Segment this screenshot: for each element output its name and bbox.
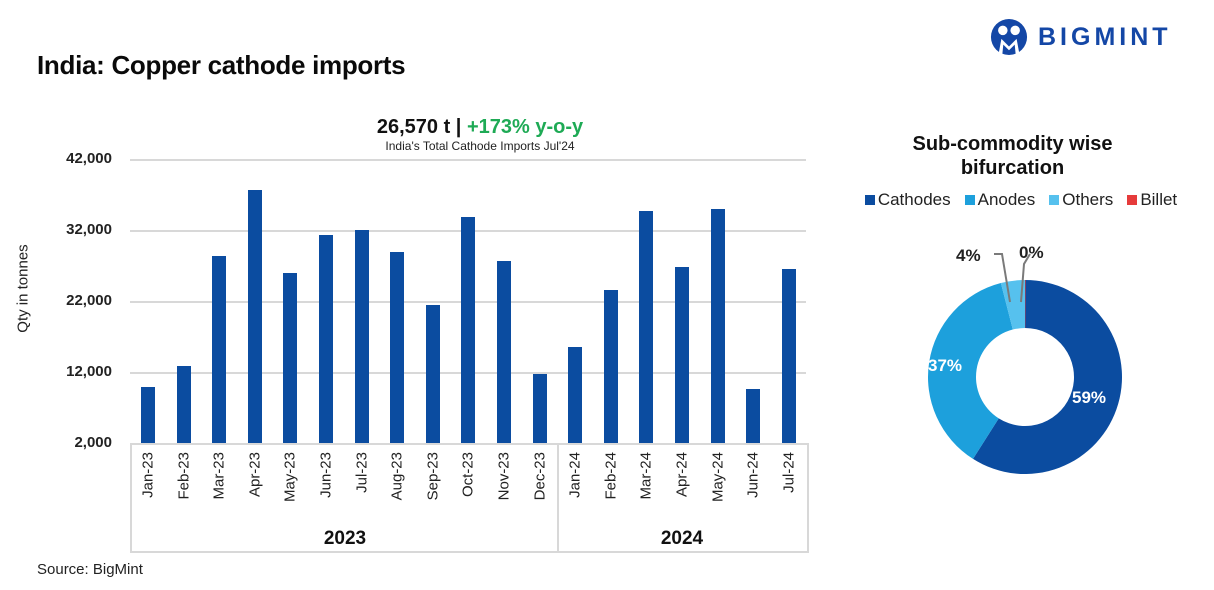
legend-label: Anodes <box>977 190 1036 209</box>
y-tick: 22,000 <box>66 292 112 309</box>
bar-oct-23 <box>461 217 476 443</box>
bar-jan-23 <box>141 386 155 443</box>
bar-mar-23 <box>212 256 227 443</box>
gridline <box>130 159 806 161</box>
x-tick-label: Jul-24 <box>780 452 798 493</box>
x-tick-label: Mar-23 <box>210 452 228 500</box>
bar-jun-23 <box>319 234 333 443</box>
x-tick-label: May-24 <box>709 452 727 503</box>
slice-billet <box>1025 280 1026 329</box>
legend-swatch <box>964 195 975 205</box>
bar-sep-23 <box>425 305 440 443</box>
leader-lines <box>994 253 1031 303</box>
bar-apr-24 <box>675 266 689 443</box>
bar-apr-23 <box>247 190 262 443</box>
x-tick-label: Jul-23 <box>353 452 371 493</box>
bar-feb-24 <box>603 290 618 443</box>
legend-item-cathodes: Cathodes <box>864 190 951 210</box>
x-tick-label: Apr-24 <box>673 452 691 498</box>
bigmint-logo: BIGMINT <box>990 17 1172 57</box>
label-others-pct: 4% <box>956 246 981 265</box>
headline-stat: 26,570 t | +173% y-o-y India's Total Cat… <box>300 116 660 153</box>
bar-may-24 <box>710 208 725 443</box>
x-tick-label: Jan-23 <box>139 452 157 498</box>
x-tick-label: May-23 <box>281 452 299 503</box>
legend-label: Billet <box>1140 190 1178 209</box>
page-title: India: Copper cathode imports <box>37 50 406 80</box>
logo-wordmark: BIGMINT <box>1038 22 1172 51</box>
legend-item-others: Others <box>1049 190 1113 210</box>
donut-legend: Cathodes Anodes Others Billet <box>836 190 1206 210</box>
year-label-2024: 2024 <box>660 528 704 549</box>
label-billet-pct: 0% <box>1019 243 1044 262</box>
bar-jun-24 <box>746 389 761 443</box>
x-tick-label: Jan-24 <box>566 452 584 498</box>
year-label-2023: 2023 <box>323 528 367 549</box>
x-tick-label: Nov-23 <box>495 452 513 501</box>
total-imports-value: 26,570 t <box>376 116 451 138</box>
x-tick-label: Mar-24 <box>637 452 655 500</box>
bar-nov-23 <box>497 261 511 443</box>
legend-item-anodes: Anodes <box>964 190 1036 210</box>
year-divider <box>557 445 559 551</box>
label-anodes-pct: 37% <box>928 356 963 375</box>
bar-aug-23 <box>390 252 405 443</box>
legend-label: Cathodes <box>877 190 951 209</box>
bar-jul-23 <box>354 230 369 443</box>
x-tick-label: Oct-23 <box>459 452 477 498</box>
donut-chart <box>928 280 1122 474</box>
x-axis-frame <box>130 443 809 553</box>
slice-cathodes <box>973 280 1122 474</box>
bar-may-23 <box>283 273 298 443</box>
x-tick-label: Dec-23 <box>531 452 549 501</box>
label-cathodes-pct: 59% <box>1072 388 1107 407</box>
legend-swatch <box>1049 195 1060 205</box>
x-tick-label: Feb-24 <box>602 452 620 500</box>
y-tick: 12,000 <box>66 363 112 380</box>
slice-others <box>1000 280 1025 330</box>
legend-item-billet: Billet <box>1127 190 1177 210</box>
bar-mar-24 <box>639 210 654 443</box>
source-note: Source: BigMint <box>37 561 143 578</box>
slice-anodes <box>928 283 1013 459</box>
bar-feb-23 <box>176 365 191 443</box>
y-tick: 42,000 <box>66 150 112 167</box>
bar-dec-23 <box>532 374 547 443</box>
bar-jul-24 <box>781 268 796 443</box>
bigmint-logo-icon <box>990 18 1028 56</box>
x-tick-label: Apr-23 <box>246 452 264 498</box>
bar-jan-24 <box>568 347 583 443</box>
legend-swatch <box>864 195 875 205</box>
legend-label: Others <box>1062 190 1114 209</box>
x-tick-label: Jun-24 <box>744 452 762 498</box>
x-tick-label: Feb-23 <box>175 452 193 500</box>
x-tick-label: Sep-23 <box>424 452 442 501</box>
y-axis-ticks: 42,000 32,000 22,000 12,000 2,000 <box>32 0 112 590</box>
yoy-change: +173% y-o-y <box>466 116 584 138</box>
y-tick: 2,000 <box>74 434 112 451</box>
separator: | <box>455 116 462 138</box>
y-tick: 32,000 <box>66 221 112 238</box>
donut-title: Sub-commodity wise bifurcation <box>912 133 1113 179</box>
x-tick-label: Jun-23 <box>317 452 335 498</box>
legend-swatch <box>1127 195 1138 205</box>
x-tick-label: Aug-23 <box>388 452 406 501</box>
headline-subtitle: India's Total Cathode Imports Jul'24 <box>385 139 575 153</box>
